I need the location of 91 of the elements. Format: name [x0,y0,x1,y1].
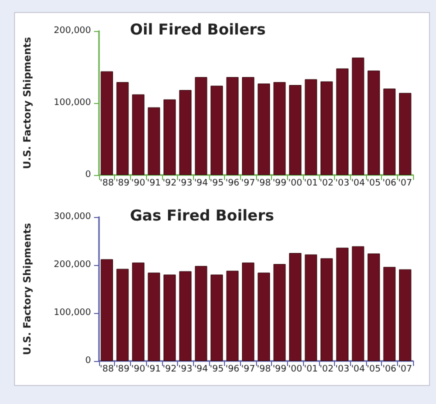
bar [273,264,286,361]
x-tick-label: '90 [131,178,146,188]
y-tick-label: 200,000 [54,26,92,36]
x-tick-label: '02 [320,178,334,188]
x-tick-label: '02 [320,364,334,374]
x-tick-label: '03 [335,364,350,374]
x-tick-label: '91 [146,178,161,188]
y-tick-label: 300,000 [54,212,92,222]
x-tick-label: '94 [194,178,208,188]
x-tick-label: '93 [178,364,192,374]
x-tick-label: '05 [366,178,381,188]
x-tick-label: '01 [304,178,318,188]
bar [368,70,380,175]
bar [289,85,302,175]
x-tick-label: '01 [304,364,318,374]
bar [148,272,160,361]
y-axis-title: U.S. Factory Shipments [22,223,34,355]
bar [258,84,270,175]
bar [226,270,239,361]
bar [116,82,129,175]
x-tick-label: '89 [116,178,130,188]
y-tick-label: 200,000 [54,260,92,270]
bar [210,86,223,175]
x-tick-label: '92 [162,178,177,188]
bar [336,68,348,175]
x-tick-label: '98 [256,178,272,188]
bar [164,99,176,175]
x-tick-label: '04 [351,178,366,188]
bar [383,88,396,175]
x-tick-label: '95 [210,364,224,374]
bar [399,92,412,175]
bar [242,262,254,361]
x-tick-label: '07 [398,364,412,374]
bar [242,77,254,175]
bar [273,82,286,175]
bar [210,274,223,361]
x-tick-label: '03 [335,178,350,188]
bar [289,253,302,361]
bar [258,272,270,361]
y-axis-title: U.S. Factory Shipments [22,37,34,169]
y-tick-label: 100,000 [54,308,92,318]
x-tick-label: '91 [146,364,161,374]
bar [132,94,144,175]
bar [179,271,192,361]
x-tick-label: '90 [131,364,146,374]
x-tick-label: '00 [288,364,302,374]
x-tick-label: '06 [382,364,397,374]
x-tick-label: '95 [210,178,224,188]
bar [116,268,129,361]
bar [320,258,333,361]
bar [320,81,333,175]
x-tick-label: '97 [241,364,256,374]
bar [164,274,176,361]
bar [100,259,113,361]
x-tick-label: '07 [398,178,412,188]
x-tick-label: '93 [178,178,192,188]
bar [399,269,412,361]
y-tick-label: 0 [85,170,92,180]
bar [304,254,318,361]
bar [148,107,160,175]
bar [179,90,192,175]
y-tick-label: 100,000 [54,98,92,108]
bar [304,79,318,175]
chart-title: Gas Fired Boilers [130,206,274,224]
x-tick-label: '06 [382,178,397,188]
x-tick-label: '96 [225,364,240,374]
x-tick-label: '97 [241,178,256,188]
x-tick-label: '92 [162,364,177,374]
bar [368,253,380,361]
x-tick-label: '94 [194,364,208,374]
x-tick-label: '99 [272,364,287,374]
bar [383,266,396,361]
x-tick-label: '98 [256,364,272,374]
x-tick-label: '89 [116,364,130,374]
bar [132,262,144,361]
x-tick-label: '99 [272,178,287,188]
bar [352,246,364,361]
x-tick-label: '05 [366,364,381,374]
x-tick-label: '04 [351,364,366,374]
y-tick-label: 0 [85,356,92,366]
bar [336,248,348,361]
x-tick-label: '88 [100,178,114,188]
bar [100,71,113,175]
bar [194,77,208,175]
chart-title: Oil Fired Boilers [130,20,266,38]
x-tick-label: '96 [225,178,240,188]
bar [194,266,208,361]
bar [226,77,239,175]
x-tick-label: '88 [100,364,114,374]
bar [352,58,364,175]
x-tick-label: '00 [288,178,302,188]
